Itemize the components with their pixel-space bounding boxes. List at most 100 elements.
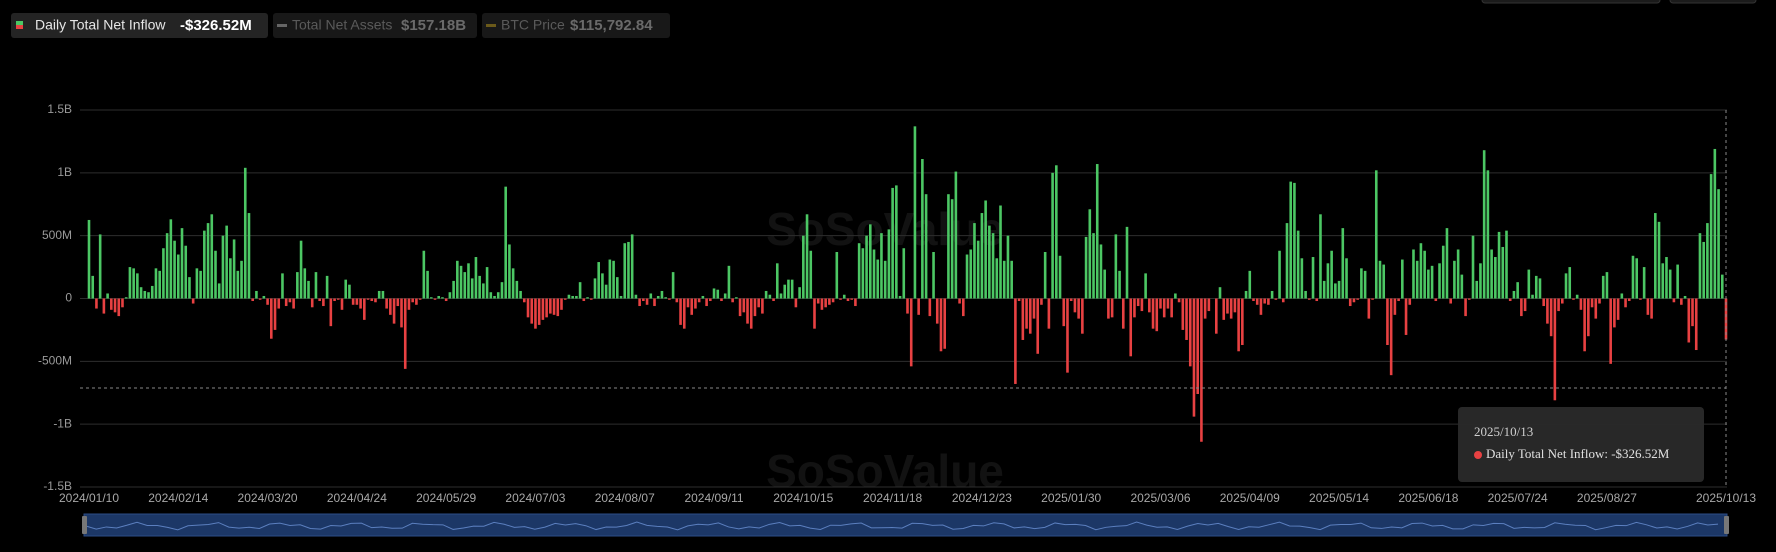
bar	[1263, 298, 1266, 304]
bar	[1520, 298, 1523, 317]
bar	[1337, 280, 1341, 299]
bar	[619, 295, 623, 299]
x-tick-label: 2024/12/23	[952, 491, 1012, 505]
bar	[913, 126, 917, 299]
bar	[392, 298, 396, 324]
bar	[214, 250, 217, 299]
bar	[437, 295, 441, 299]
bar	[586, 297, 589, 299]
bar	[310, 298, 314, 308]
bar	[958, 298, 961, 304]
bar	[98, 234, 102, 299]
bar	[433, 298, 437, 300]
bar	[1047, 298, 1051, 329]
legend-label: Total Net Assets	[292, 17, 392, 33]
x-tick-label: 2024/09/11	[684, 491, 743, 505]
tooltip-text: Daily Total Net Inflow: -$326.52M	[1486, 446, 1670, 461]
bar	[1698, 233, 1702, 299]
bar	[1014, 298, 1017, 384]
bar	[270, 298, 273, 339]
bar	[359, 298, 362, 309]
legend-item[interactable]	[482, 13, 670, 38]
bar	[1687, 298, 1691, 343]
bar	[1188, 298, 1192, 367]
navigator-handle[interactable]	[82, 516, 87, 534]
bar	[1051, 172, 1054, 299]
bar	[1430, 265, 1434, 299]
bar	[1717, 189, 1720, 299]
bar	[1293, 182, 1296, 299]
bar	[969, 249, 973, 299]
bar	[515, 280, 519, 299]
x-tick-label: 2024/05/29	[416, 491, 476, 505]
bar	[627, 241, 630, 299]
bar	[400, 298, 403, 328]
bar	[980, 213, 984, 299]
bar	[1103, 269, 1106, 299]
bar	[1676, 264, 1679, 299]
bar	[184, 245, 188, 299]
bar	[883, 260, 887, 299]
x-tick-label: 2025/04/09	[1220, 491, 1280, 505]
bar	[296, 272, 299, 299]
bar	[1300, 258, 1304, 299]
bar	[415, 298, 418, 305]
bar	[206, 223, 210, 299]
bar	[1170, 298, 1173, 318]
bar	[1040, 298, 1043, 305]
top-control[interactable]	[1669, 0, 1757, 4]
bar	[954, 171, 958, 299]
bar	[891, 187, 894, 299]
bar	[266, 298, 269, 305]
legend-label: BTC Price	[501, 17, 565, 33]
bar	[753, 298, 757, 317]
bar	[768, 294, 772, 299]
bar	[802, 235, 805, 299]
bar	[835, 252, 839, 299]
bar	[1010, 260, 1013, 299]
bar	[441, 297, 444, 299]
y-tick-label: 0	[65, 291, 72, 305]
y-tick-label: 500M	[42, 228, 72, 242]
top-control[interactable]	[1481, 0, 1661, 4]
bar	[779, 293, 783, 299]
bar	[448, 292, 452, 299]
bar	[723, 293, 727, 299]
bar	[221, 235, 225, 299]
bar	[199, 270, 202, 299]
bar	[1512, 290, 1516, 299]
bar	[1557, 298, 1560, 312]
bar	[508, 244, 511, 299]
bar	[1572, 298, 1575, 300]
bar	[1683, 295, 1687, 299]
bar	[1575, 294, 1579, 299]
bar	[333, 298, 336, 302]
bar	[1542, 298, 1545, 307]
bar	[537, 298, 541, 325]
bar	[106, 293, 109, 299]
legend-item[interactable]	[273, 13, 477, 38]
bar	[1657, 221, 1661, 299]
bar	[902, 248, 906, 299]
bar	[422, 250, 426, 299]
bar	[530, 298, 534, 324]
bar	[1564, 273, 1568, 299]
bar	[1501, 246, 1505, 299]
bar	[556, 298, 560, 317]
bar	[709, 298, 712, 302]
bar	[482, 283, 485, 299]
bar	[921, 159, 924, 299]
bar	[1508, 298, 1512, 302]
bar	[552, 298, 556, 315]
bar	[1702, 241, 1705, 299]
bar	[1055, 165, 1058, 299]
navigator-handle[interactable]	[1724, 516, 1729, 534]
bar	[1308, 298, 1311, 300]
bar	[429, 297, 433, 299]
legend-item[interactable]	[11, 13, 268, 38]
bar	[630, 234, 634, 299]
bar	[1680, 298, 1683, 305]
bar	[1363, 270, 1367, 299]
bar	[1151, 298, 1155, 329]
